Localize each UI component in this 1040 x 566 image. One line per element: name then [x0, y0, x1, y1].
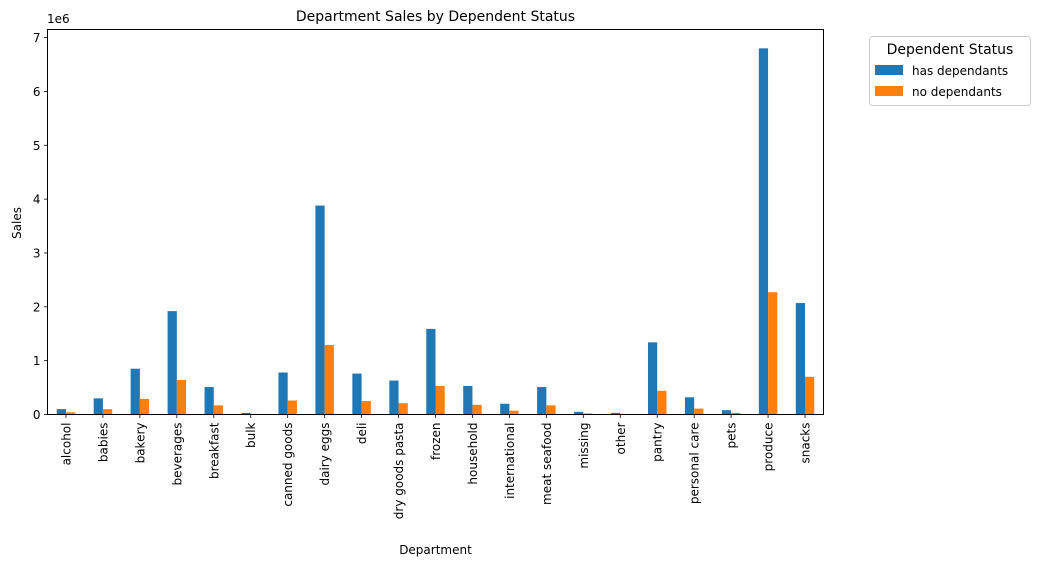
x-tick-label: breakfast — [207, 422, 221, 479]
bar-produce-has-dependants — [758, 48, 769, 415]
bar-meat-seafood-has-dependants — [537, 387, 547, 415]
y-ticks-group: 0 1 2 3 4 5 6 7 — [33, 31, 48, 422]
bar-household-no-dependants — [472, 404, 482, 415]
legend-box — [869, 36, 1031, 106]
bar-pantry-no-dependants — [657, 390, 667, 415]
bar-dairy-eggs-has-dependants — [315, 205, 325, 415]
x-tick-label: frozen — [429, 423, 443, 461]
x-tick-label: dairy eggs — [318, 423, 332, 486]
bar-babies-no-dependants — [102, 409, 113, 415]
legend: Dependent Status has dependants no depend… — [869, 36, 1031, 106]
bar-meat-seafood-no-dependants — [546, 405, 556, 415]
legend-swatch-has-dependants — [875, 65, 903, 75]
bar-alcohol-no-dependants — [65, 412, 76, 415]
y-tick-label: 2 — [33, 300, 41, 314]
bar-canned-goods-no-dependants — [287, 400, 297, 415]
bar-personal-care-has-dependants — [684, 397, 695, 415]
x-tick-label: international — [503, 423, 517, 499]
bar-dry-goods-pasta-no-dependants — [398, 403, 408, 415]
bar-household-has-dependants — [463, 385, 473, 415]
y-tick-label: 4 — [33, 193, 41, 207]
bar-international-no-dependants — [509, 410, 519, 415]
chart-title: Department Sales by Dependent Status — [296, 9, 575, 25]
bar-pets-no-dependants — [731, 412, 741, 415]
x-axis-label: Department — [399, 543, 472, 557]
bar-bakery-has-dependants — [130, 368, 140, 415]
x-tick-label: dry goods pasta — [392, 423, 406, 520]
x-tick-label: snacks — [799, 423, 813, 464]
plot-frame — [47, 29, 824, 415]
y-tick-label: 6 — [33, 85, 41, 99]
y-axis-scale-label: 1e6 — [47, 12, 70, 26]
bar-dry-goods-pasta-has-dependants — [389, 380, 399, 415]
legend-swatch-no-dependants — [875, 86, 903, 96]
legend-label-has-dependants: has dependants — [912, 64, 1008, 78]
bar-canned-goods-has-dependants — [278, 372, 288, 415]
legend-title: Dependent Status — [887, 42, 1014, 58]
bar-snacks-no-dependants — [805, 376, 815, 415]
bar-international-has-dependants — [500, 403, 510, 415]
x-tick-label: pantry — [651, 423, 665, 462]
x-tick-label: meat seafood — [540, 423, 554, 505]
y-tick-label: 5 — [33, 139, 41, 153]
bar-bakery-no-dependants — [139, 398, 150, 415]
bar-pets-has-dependants — [721, 410, 732, 415]
x-tick-label: bakery — [133, 423, 147, 464]
bar-dairy-eggs-no-dependants — [324, 345, 334, 415]
legend-label-no-dependants: no dependants — [912, 85, 1002, 99]
bar-deli-no-dependants — [361, 401, 371, 415]
y-tick-label: 3 — [33, 246, 41, 260]
bar-breakfast-has-dependants — [204, 387, 214, 415]
x-tick-label: other — [614, 422, 628, 454]
x-ticks-group: alcohol babies bakery beverages breakfast bul… — [59, 414, 813, 520]
legend-items: has dependants no dependants — [875, 64, 1008, 99]
bar-frozen-has-dependants — [426, 328, 436, 415]
bar-produce-no-dependants — [768, 292, 778, 415]
bar-babies-has-dependants — [93, 398, 103, 415]
y-tick-label: 0 — [33, 408, 41, 422]
bar-snacks-has-dependants — [795, 303, 806, 415]
bar-missing-has-dependants — [574, 411, 584, 415]
bar-missing-no-dependants — [583, 413, 593, 415]
bar-beverages-has-dependants — [167, 311, 177, 415]
x-tick-label: missing — [577, 423, 591, 469]
bars-group — [56, 48, 815, 415]
y-tick-label: 1 — [33, 354, 41, 368]
bar-personal-care-no-dependants — [694, 408, 704, 415]
x-tick-label: alcohol — [59, 423, 73, 466]
x-tick-label: household — [466, 423, 480, 485]
bar-frozen-no-dependants — [435, 385, 445, 415]
bar-pantry-has-dependants — [647, 342, 658, 415]
bar-alcohol-has-dependants — [56, 409, 66, 415]
bar-breakfast-no-dependants — [213, 405, 224, 415]
y-axis-label: Sales — [10, 207, 24, 239]
x-tick-label: produce — [762, 423, 776, 472]
bar-other-has-dependants — [611, 412, 621, 415]
x-tick-label: canned goods — [281, 423, 295, 507]
bar-bulk-has-dependants — [241, 412, 251, 415]
bar-deli-has-dependants — [352, 373, 362, 415]
x-tick-label: deli — [355, 423, 369, 445]
bar-beverages-no-dependants — [176, 380, 187, 415]
x-tick-label: personal care — [688, 423, 702, 505]
x-tick-label: bulk — [244, 422, 258, 448]
x-tick-label: beverages — [170, 423, 184, 486]
y-tick-label: 7 — [33, 31, 41, 45]
x-tick-label: babies — [96, 423, 110, 463]
x-tick-label: pets — [725, 423, 739, 449]
